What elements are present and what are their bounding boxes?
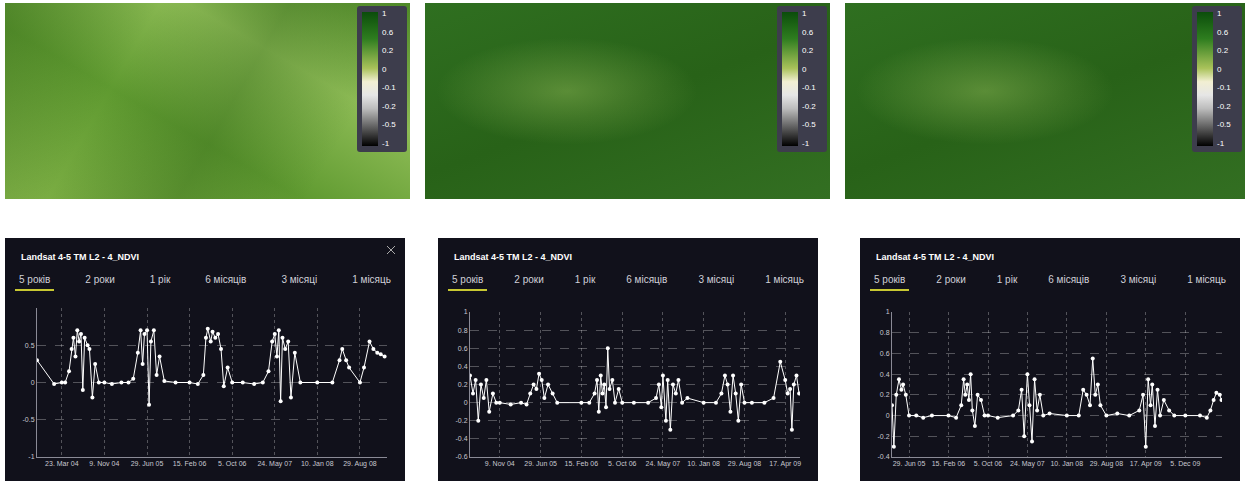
svg-text:-0.2: -0.2 xyxy=(456,417,468,424)
svg-text:-1: -1 xyxy=(28,453,34,460)
svg-text:15. Feb 06: 15. Feb 06 xyxy=(565,460,599,467)
svg-text:29. Aug 08: 29. Aug 08 xyxy=(1090,460,1124,468)
html-text:2 роки: 2 роки xyxy=(514,274,544,285)
html-text:3 місяці: 3 місяці xyxy=(698,274,735,285)
svg-text:9. Nov 04: 9. Nov 04 xyxy=(485,460,515,467)
svg-text:17. Apr 09: 17. Apr 09 xyxy=(1130,460,1162,468)
html-text:1 місяць: 1 місяць xyxy=(1187,274,1226,285)
html-text:-0.5: -0.5 xyxy=(802,120,816,130)
html-text:5 років: 5 років xyxy=(19,274,51,285)
html-text:0: 0 xyxy=(802,64,807,74)
svg-text:0.6: 0.6 xyxy=(880,350,890,357)
svg-text:-0.5: -0.5 xyxy=(23,416,35,423)
svg-text:-0.6: -0.6 xyxy=(456,453,468,460)
html-text:1 рік: 1 рік xyxy=(996,274,1018,285)
html-text:5 років: 5 років xyxy=(452,274,484,285)
html-text:0: 0 xyxy=(382,64,387,74)
svg-text:0: 0 xyxy=(886,412,890,419)
html-text:-1: -1 xyxy=(1217,139,1225,148)
html-text:-0.2: -0.2 xyxy=(1217,101,1231,111)
html-text:3 місяці: 3 місяці xyxy=(1120,274,1157,285)
svg-text:5. Oct 06: 5. Oct 06 xyxy=(608,460,637,467)
html-text:3 місяці: 3 місяці xyxy=(281,274,318,285)
svg-text:0: 0 xyxy=(31,379,35,386)
svg-text:24. May 07: 24. May 07 xyxy=(257,460,292,468)
html-text:-0.5: -0.5 xyxy=(1217,120,1231,130)
svg-text:1: 1 xyxy=(886,308,890,315)
svg-text:1: 1 xyxy=(464,308,468,315)
html-text:2 роки: 2 роки xyxy=(936,274,966,285)
svg-text:29. Jun 05: 29. Jun 05 xyxy=(524,460,557,467)
html-text:1 рік: 1 рік xyxy=(149,274,171,285)
html-text:0.6: 0.6 xyxy=(802,27,814,37)
html-text:0: 0 xyxy=(1217,64,1222,74)
svg-text:29. Aug 08: 29. Aug 08 xyxy=(343,460,377,468)
html-text:1 місяць: 1 місяць xyxy=(765,274,804,285)
html-text:-1: -1 xyxy=(802,139,810,148)
svg-text:0.4: 0.4 xyxy=(458,363,468,370)
svg-text:0.8: 0.8 xyxy=(880,329,890,336)
svg-text:17. Apr 09: 17. Apr 09 xyxy=(769,460,801,468)
svg-text:29. Aug 08: 29. Aug 08 xyxy=(728,460,762,468)
html-text:Landsat 4-5 TM L2 - 4_NDVI: Landsat 4-5 TM L2 - 4_NDVI xyxy=(21,252,139,262)
svg-text:24. May 07: 24. May 07 xyxy=(646,460,681,468)
html-text:1: 1 xyxy=(382,9,387,18)
svg-text:5. Dec 09: 5. Dec 09 xyxy=(1170,460,1200,467)
svg-text:0.5: 0.5 xyxy=(25,342,35,349)
html-text:-0.1: -0.1 xyxy=(1217,83,1231,93)
svg-text:29. Jun 05: 29. Jun 05 xyxy=(893,460,926,467)
html-text:-0.1: -0.1 xyxy=(382,83,396,93)
svg-text:24. May 07: 24. May 07 xyxy=(1010,460,1045,468)
svg-text:15. Feb 06: 15. Feb 06 xyxy=(173,460,207,467)
html-text:-1: -1 xyxy=(382,139,390,148)
svg-text:10. Jan 08: 10. Jan 08 xyxy=(301,460,334,467)
html-text:0.6: 0.6 xyxy=(382,27,394,37)
html-text:1: 1 xyxy=(1217,9,1222,18)
svg-text:5. Oct 06: 5. Oct 06 xyxy=(218,460,247,467)
svg-text:10. Jan 08: 10. Jan 08 xyxy=(687,460,720,467)
html-text:-0.5: -0.5 xyxy=(382,120,396,130)
html-text:-0.1: -0.1 xyxy=(802,83,816,93)
html-text:0.2: 0.2 xyxy=(1217,46,1229,56)
html-text:-0.2: -0.2 xyxy=(382,101,396,111)
svg-text:10. Jan 08: 10. Jan 08 xyxy=(1050,460,1083,467)
svg-text:0.4: 0.4 xyxy=(880,371,890,378)
html-text:1 місяць: 1 місяць xyxy=(352,274,391,285)
svg-text:23. Mar 04: 23. Mar 04 xyxy=(45,460,79,467)
svg-text:0.6: 0.6 xyxy=(458,345,468,352)
svg-text:-0.4: -0.4 xyxy=(456,435,468,442)
html-text:2 роки: 2 роки xyxy=(85,274,115,285)
svg-text:15. Feb 06: 15. Feb 06 xyxy=(932,460,966,467)
svg-text:-0.2: -0.2 xyxy=(878,433,890,440)
svg-text:0.2: 0.2 xyxy=(880,391,890,398)
html-text:Landsat 4-5 TM L2 - 4_NDVI: Landsat 4-5 TM L2 - 4_NDVI xyxy=(876,252,994,262)
html-text:0.2: 0.2 xyxy=(382,46,394,56)
svg-text:0: 0 xyxy=(464,399,468,406)
svg-text:29. Jun 05: 29. Jun 05 xyxy=(131,460,164,467)
svg-text:0.2: 0.2 xyxy=(458,381,468,388)
html-text:6 місяців: 6 місяців xyxy=(1048,274,1090,285)
svg-text:-0.4: -0.4 xyxy=(878,453,890,460)
html-text:Landsat 4-5 TM L2 - 4_NDVI: Landsat 4-5 TM L2 - 4_NDVI xyxy=(454,252,572,262)
html-text:-0.2: -0.2 xyxy=(802,101,816,111)
svg-text:9. Nov 04: 9. Nov 04 xyxy=(89,460,119,467)
svg-text:5. Oct 06: 5. Oct 06 xyxy=(974,460,1003,467)
html-text:0.2: 0.2 xyxy=(802,46,814,56)
html-text:0.6: 0.6 xyxy=(1217,27,1229,37)
svg-text:0.8: 0.8 xyxy=(458,327,468,334)
html-text:1 рік: 1 рік xyxy=(574,274,596,285)
html-text:6 місяців: 6 місяців xyxy=(626,274,668,285)
html-text:6 місяців: 6 місяців xyxy=(205,274,247,285)
html-text:5 років: 5 років xyxy=(874,274,906,285)
html-text:1: 1 xyxy=(802,9,807,18)
